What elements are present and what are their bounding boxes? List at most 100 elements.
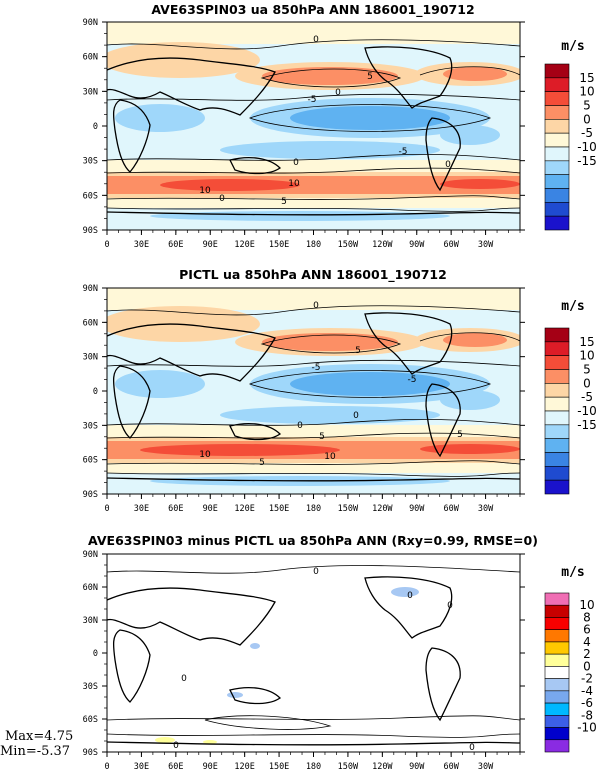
- lon-tick-label: 120E: [234, 504, 254, 514]
- colorbar-swatch: [544, 452, 570, 467]
- colorbar-label: 5: [583, 363, 591, 377]
- colorbar-swatch: [544, 678, 570, 692]
- colorbar-swatch: [544, 174, 570, 189]
- lon-tick-label: 90E: [203, 762, 218, 772]
- colorbar-label: 0: [583, 112, 591, 126]
- lon-tick-label: 120W: [372, 762, 393, 772]
- contour-label: 5: [367, 72, 373, 82]
- lon-tick-label: 60E: [168, 504, 183, 514]
- lon-tick-label: 120W: [372, 240, 393, 250]
- colorbar-swatch: [544, 702, 570, 716]
- contour-label: 10: [324, 452, 336, 462]
- lat-tick-label: 30S: [83, 157, 98, 167]
- colorbar-swatch: [544, 341, 570, 356]
- panel-1-title: AVE63SPIN03 ua 850hPa ANN 186001_190712: [151, 2, 474, 18]
- contour-label: 5: [319, 432, 325, 442]
- lat-tick-label: 60N: [83, 53, 98, 63]
- colorbar-swatch: [544, 188, 570, 203]
- contour-label: 0: [181, 674, 187, 684]
- lat-tick-label: 30S: [83, 421, 98, 431]
- panel-2-unit: m/s: [561, 299, 584, 314]
- contour-label: 0: [353, 411, 359, 421]
- panel-2-map: 0 5 -5 -5 0 0 5 10 5 10 5: [107, 288, 520, 494]
- panel-2-title: PICTL ua 850hPa ANN 186001_190712: [179, 267, 447, 283]
- panel-1-coastlines: [107, 46, 520, 216]
- contour-label: 0: [173, 741, 179, 751]
- contour-label: 0: [313, 567, 319, 577]
- lat-tick-label: 30N: [83, 87, 98, 97]
- lon-tick-label: 30E: [134, 240, 149, 250]
- colorbar-swatch: [544, 479, 570, 495]
- colorbar-swatch: [544, 160, 570, 175]
- colorbar-label: 0: [583, 659, 591, 673]
- panel-1-map: 0 5 -5 0 -5 0 0 10 10 5 0: [107, 22, 520, 230]
- lon-tick-label: 60W: [443, 240, 459, 250]
- colorbar-swatch: [544, 369, 570, 384]
- lon-tick-label: 150E: [269, 240, 289, 250]
- lat-tick-label: 60N: [83, 583, 98, 593]
- colorbar-swatch: [544, 727, 570, 741]
- colorbar-label: -5: [581, 126, 593, 140]
- contour-label: 0: [407, 591, 413, 601]
- contour-label: 10: [199, 186, 211, 196]
- colorbar-swatch: [544, 592, 570, 606]
- colorbar-swatch: [544, 105, 570, 120]
- colorbar-swatch: [544, 424, 570, 439]
- lat-tick-label: 30N: [83, 353, 98, 363]
- lat-tick-label: 90N: [83, 18, 98, 28]
- contour-label: 0: [469, 743, 475, 753]
- colorbar-label: -4: [581, 684, 593, 698]
- colorbar-label: 10: [579, 85, 594, 99]
- panel-3-contour-labels: 0 0 0 0 0 0: [173, 567, 475, 753]
- contour-label: 0: [313, 301, 319, 311]
- lat-tick-label: 0: [93, 122, 98, 132]
- contour-label: 0: [297, 421, 303, 431]
- lon-tick-label: 150W: [338, 240, 359, 250]
- lat-tick-label: 0: [93, 387, 98, 397]
- colorbar-swatch: [544, 438, 570, 453]
- lat-tick-label: 90N: [83, 284, 98, 294]
- contour-label: 5: [355, 346, 361, 356]
- colorbar-label: -15: [577, 418, 597, 432]
- lon-tick-label: 90W: [409, 762, 425, 772]
- contour-label: 0: [445, 160, 451, 170]
- lon-tick-label: 30W: [478, 504, 494, 514]
- lon-tick-label: 90W: [409, 504, 425, 514]
- lat-tick-label: 90N: [83, 550, 98, 560]
- panel-3-map: 0 0 0 0 0 0: [107, 554, 520, 753]
- lon-tick-label: 150E: [269, 762, 289, 772]
- contour-label: 0: [335, 88, 341, 98]
- colorbar-swatch: [544, 77, 570, 92]
- lon-tick-label: 30E: [134, 762, 149, 772]
- lon-tick-label: 60W: [443, 762, 459, 772]
- colorbar-swatch: [544, 91, 570, 106]
- colorbar-swatch: [544, 215, 570, 231]
- lon-tick-label: 60E: [168, 762, 183, 772]
- colorbar-label: 15: [579, 335, 594, 349]
- panel-1: AVE63SPIN03 ua 850hPa ANN 186001_190712: [83, 2, 597, 250]
- lon-tick-label: 30W: [478, 240, 494, 250]
- colorbar-label: 0: [583, 376, 591, 390]
- lat-tick-label: 60S: [83, 715, 98, 725]
- colorbar-swatch: [544, 604, 570, 618]
- colorbar-swatch: [544, 396, 570, 412]
- colorbar-swatch: [544, 466, 570, 481]
- colorbar-swatch: [544, 617, 570, 630]
- colorbar-label: -15: [577, 154, 597, 168]
- lat-tick-label: 90S: [83, 490, 98, 500]
- colorbar-swatch: [544, 202, 570, 217]
- colorbar-label: -8: [581, 708, 593, 722]
- lon-tick-label: 180: [306, 762, 321, 772]
- colorbar-swatch: [544, 119, 570, 134]
- colorbar-swatch: [544, 410, 570, 426]
- colorbar-swatch: [544, 715, 570, 728]
- contour-label: 0: [293, 158, 299, 168]
- lon-tick-label: 30E: [134, 504, 149, 514]
- contour-label: 5: [259, 458, 265, 468]
- lon-tick-label: 120E: [234, 762, 254, 772]
- contour-label: 5: [457, 430, 463, 440]
- lon-tick-label: 60E: [168, 240, 183, 250]
- lon-tick-label: 0: [104, 240, 109, 250]
- contour-label: -5: [308, 95, 317, 105]
- lon-tick-label: 0: [104, 762, 109, 772]
